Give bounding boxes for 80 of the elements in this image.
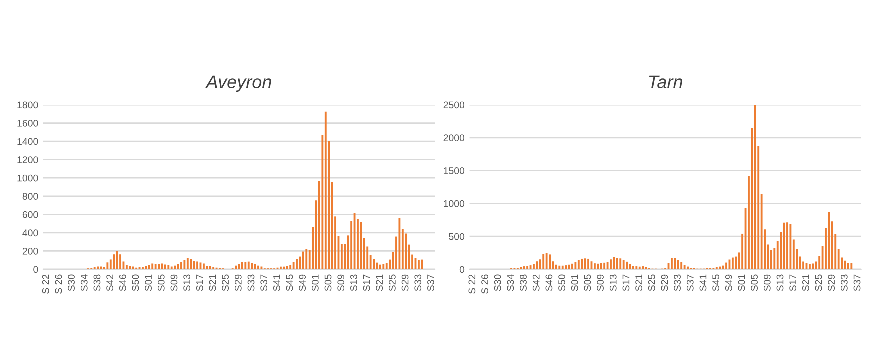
- x-tick-label: S01: [312, 274, 319, 292]
- x-tick-label: S33: [674, 274, 681, 292]
- x-tick-label: S33: [414, 274, 422, 292]
- x-tick-label: S45: [286, 274, 294, 292]
- x-tick-label: S21: [376, 274, 384, 292]
- x-tick-label: S17: [363, 274, 370, 292]
- x-tick-label: S49: [725, 274, 732, 292]
- x-tick-label: S21: [209, 274, 216, 292]
- x-tick-label: S34: [507, 274, 514, 292]
- x-tick-label: S38: [520, 274, 527, 292]
- x-tick-label: S13: [184, 274, 191, 292]
- x-tick-label: S38: [94, 274, 101, 292]
- x-tick-label: S25: [648, 274, 656, 292]
- y-tick-label: 1500: [444, 168, 465, 174]
- x-tick-label: S29: [661, 274, 668, 292]
- x-tick-label: S 26: [55, 274, 62, 294]
- x-tick-label: S42: [106, 274, 114, 292]
- x-tick-label: S37: [686, 274, 694, 292]
- x-tick-label: S01: [738, 274, 746, 292]
- y-tick-label: 1000: [18, 174, 38, 182]
- x-tick-label: S25: [222, 274, 230, 292]
- x-tick-label: S49: [299, 274, 306, 292]
- x-tick-label: S30: [494, 274, 502, 292]
- y-tick-label: 1600: [18, 120, 38, 127]
- y-tick-label: 2500: [444, 102, 465, 109]
- x-tick-label: S17: [790, 274, 797, 292]
- x-tick-label: S50: [558, 274, 566, 292]
- x-tick-label: S33: [248, 274, 255, 292]
- x-tick-label: S34: [80, 274, 88, 292]
- x-tick-label: S30: [68, 274, 75, 292]
- x-tick-label: S01: [145, 274, 152, 292]
- x-tick-label: S21: [802, 274, 810, 292]
- x-tick-label: S17: [196, 274, 204, 292]
- y-tick-label: 1400: [18, 138, 38, 146]
- x-tick-label: S21: [636, 274, 642, 292]
- x-tick-label: S25: [815, 274, 822, 292]
- x-tick-label: S 22: [468, 274, 476, 294]
- x-tick-label: S13: [350, 274, 358, 292]
- x-tick-label: S50: [132, 274, 140, 292]
- y-tick-label: 600: [22, 211, 38, 218]
- x-tick-label: S05: [158, 274, 165, 292]
- x-tick-label: S37: [260, 274, 268, 292]
- x-tick-label: S37: [428, 274, 434, 292]
- y-tick-label: 200: [22, 248, 38, 255]
- x-tick-label: S41: [700, 274, 707, 292]
- y-tick-label: 800: [22, 193, 38, 200]
- x-tick-label: S09: [764, 274, 771, 292]
- x-tick-label: S46: [119, 274, 126, 292]
- x-tick-label: S09: [338, 274, 345, 292]
- x-tick-label: S37: [854, 274, 861, 292]
- chart-title: Aveyron: [205, 76, 272, 92]
- x-tick-label: S25: [389, 274, 396, 292]
- x-tick-label: S13: [776, 274, 784, 292]
- x-tick-label: S41: [273, 274, 280, 292]
- x-tick-label: S 26: [482, 274, 488, 294]
- y-tick-label: 1800: [18, 102, 38, 109]
- y-tick-label: 0: [34, 266, 38, 274]
- x-tick-label: S29: [234, 274, 242, 292]
- x-tick-label: S13: [610, 274, 617, 292]
- y-tick-label: 1000: [444, 200, 465, 208]
- x-tick-label: S05: [324, 274, 332, 292]
- y-tick-label: 2000: [444, 134, 465, 142]
- x-tick-label: S01: [571, 274, 578, 292]
- x-tick-label: S29: [828, 274, 836, 292]
- x-tick-label: S09: [597, 274, 604, 292]
- x-tick-label: S33: [840, 274, 848, 292]
- chart-title: Tarn: [649, 76, 682, 89]
- x-tick-label: S46: [546, 274, 553, 292]
- y-tick-label: 1200: [18, 156, 38, 164]
- x-tick-label: S05: [584, 274, 592, 292]
- x-tick-label: S 22: [42, 274, 50, 294]
- y-tick-label: 0: [460, 266, 465, 274]
- x-tick-label: S45: [712, 274, 720, 292]
- x-tick-label: S05: [751, 274, 758, 292]
- x-tick-label: S42: [532, 274, 540, 292]
- x-tick-label: S09: [170, 274, 178, 292]
- x-tick-label: S17: [622, 274, 630, 292]
- y-tick-label: 500: [449, 233, 465, 240]
- y-tick-label: 400: [22, 230, 38, 237]
- x-tick-label: S29: [402, 274, 409, 292]
